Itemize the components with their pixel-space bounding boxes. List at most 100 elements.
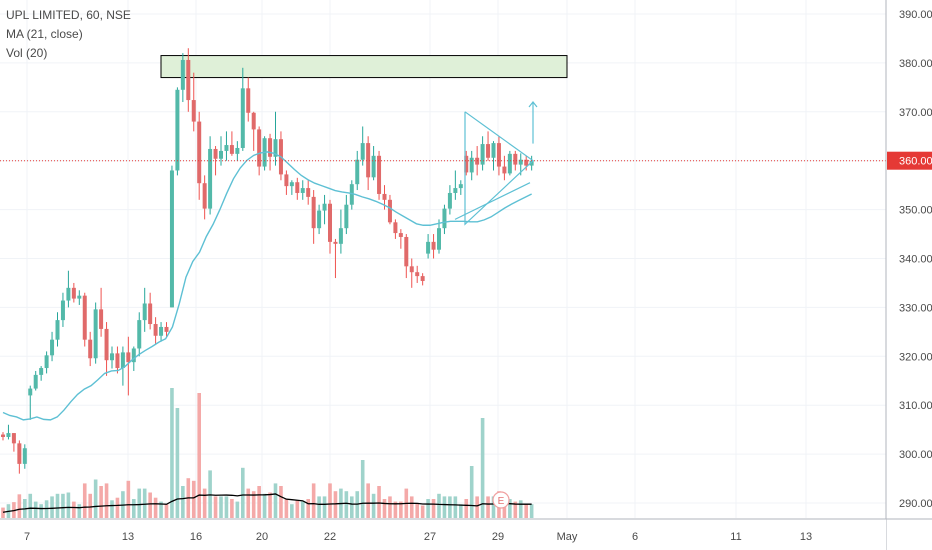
- volume-bar: [170, 388, 174, 518]
- candle-body: [246, 88, 251, 113]
- candle-body: [284, 174, 289, 187]
- candle-body: [442, 208, 447, 229]
- volume-bar: [88, 493, 92, 518]
- volume-bar: [153, 497, 158, 518]
- ma-path: [2, 151, 532, 421]
- legend: UPL LIMITED, 60, NSE MA (21, close) Vol …: [6, 6, 131, 63]
- volume-bar: [284, 499, 289, 518]
- candle-body: [377, 155, 382, 194]
- volume-bar: [388, 496, 392, 518]
- volume-bar: [290, 504, 294, 518]
- candle-body: [360, 143, 365, 160]
- volume-ma-line: [2, 493, 532, 513]
- volume-bar: [409, 496, 414, 518]
- volume-bar: [142, 488, 147, 518]
- volume-bar: [39, 504, 43, 518]
- channel-line: [454, 182, 531, 220]
- candle-body: [110, 353, 114, 361]
- volume-bar: [159, 501, 163, 518]
- candle-body: [44, 355, 49, 369]
- candle-body: [235, 147, 240, 154]
- volume-bar: [132, 499, 136, 518]
- candle-body: [1, 434, 5, 437]
- candle-body: [328, 203, 332, 242]
- candle-body: [186, 59, 191, 101]
- price-tick-label: 370.00: [899, 107, 932, 119]
- candle-body: [148, 303, 153, 325]
- candle-body: [295, 182, 300, 193]
- time-tick-label: 20: [256, 531, 268, 543]
- candle-body: [213, 148, 218, 159]
- time-tick-label: 11: [730, 531, 741, 543]
- volume-bar: [17, 494, 22, 518]
- volume-ma-path: [2, 493, 532, 513]
- candle-body: [404, 236, 409, 267]
- time-tick-label: 7: [24, 531, 30, 543]
- volume-bar: [164, 504, 169, 518]
- volume-bar: [110, 500, 114, 518]
- volume-bar: [459, 504, 463, 518]
- candle-body: [82, 295, 87, 340]
- candle-body: [524, 159, 529, 166]
- candle-body: [486, 144, 491, 158]
- volume-bar: [322, 496, 327, 518]
- price-axis[interactable]: 390.00 380.00 370.00 360.00 350.00 340.00 330.…: [885, 0, 932, 550]
- resistance-zone[interactable]: [160, 55, 568, 79]
- candle-body: [208, 148, 213, 209]
- candle-body: [393, 222, 398, 234]
- candle-body: [39, 368, 44, 375]
- volume-bar: [529, 504, 534, 518]
- candle-body: [50, 339, 55, 356]
- volume-bar: [486, 496, 490, 518]
- volume-bar: [197, 393, 201, 518]
- time-tick-label: 29: [492, 531, 504, 543]
- candle-body: [257, 129, 262, 167]
- legend-symbol[interactable]: UPL LIMITED, 60, NSE: [6, 8, 131, 22]
- earnings-marker[interactable]: E: [492, 491, 510, 509]
- time-axis[interactable]: 7 13 16 20 22 27 29 May 6 11 13: [0, 518, 932, 550]
- volume-bar: [508, 499, 512, 518]
- candle-body: [240, 88, 245, 148]
- price-tick-label: 300.00: [899, 449, 932, 461]
- price-tick-label: 330.00: [899, 302, 932, 314]
- volume-bars: [1, 388, 534, 518]
- volume-bar: [126, 480, 131, 518]
- legend-ma[interactable]: MA (21, close): [6, 27, 83, 41]
- candle-body: [71, 287, 76, 299]
- volume-bar: [524, 504, 528, 518]
- candle-body: [197, 121, 202, 184]
- volume-bar: [66, 492, 71, 518]
- candle-body: [398, 233, 403, 237]
- volume-bar: [360, 460, 365, 518]
- price-tick-label: 380.00: [899, 58, 932, 70]
- price-tick-label: 390.00: [899, 9, 932, 21]
- candle-body: [344, 204, 349, 229]
- candle-body: [349, 184, 354, 205]
- volume-bar: [420, 505, 425, 518]
- candle-body: [115, 353, 120, 369]
- price-tick-label: 320.00: [899, 351, 932, 363]
- volume-bar: [350, 496, 354, 518]
- candle-body: [322, 203, 327, 211]
- volume-bar: [202, 488, 207, 518]
- triangle-pattern: [464, 111, 534, 226]
- volume-bar: [431, 499, 436, 518]
- candle-body: [480, 144, 485, 165]
- price-axis-bg: [886, 0, 932, 550]
- candle-body: [120, 352, 125, 369]
- time-tick-label: 6: [632, 531, 638, 543]
- candle-body: [300, 188, 305, 193]
- candle-body: [382, 193, 387, 200]
- candle-body: [507, 153, 512, 174]
- candle-body: [387, 199, 392, 223]
- ma-line: [2, 151, 532, 421]
- trendline-drawings[interactable]: [454, 101, 538, 226]
- candle-body: [273, 139, 278, 157]
- candle-body: [88, 339, 93, 359]
- volume-bar: [28, 493, 33, 518]
- candle-body: [153, 324, 158, 336]
- candle-body: [137, 320, 142, 349]
- legend-volume[interactable]: Vol (20): [6, 46, 48, 60]
- price-tick-label: 340.00: [899, 254, 932, 266]
